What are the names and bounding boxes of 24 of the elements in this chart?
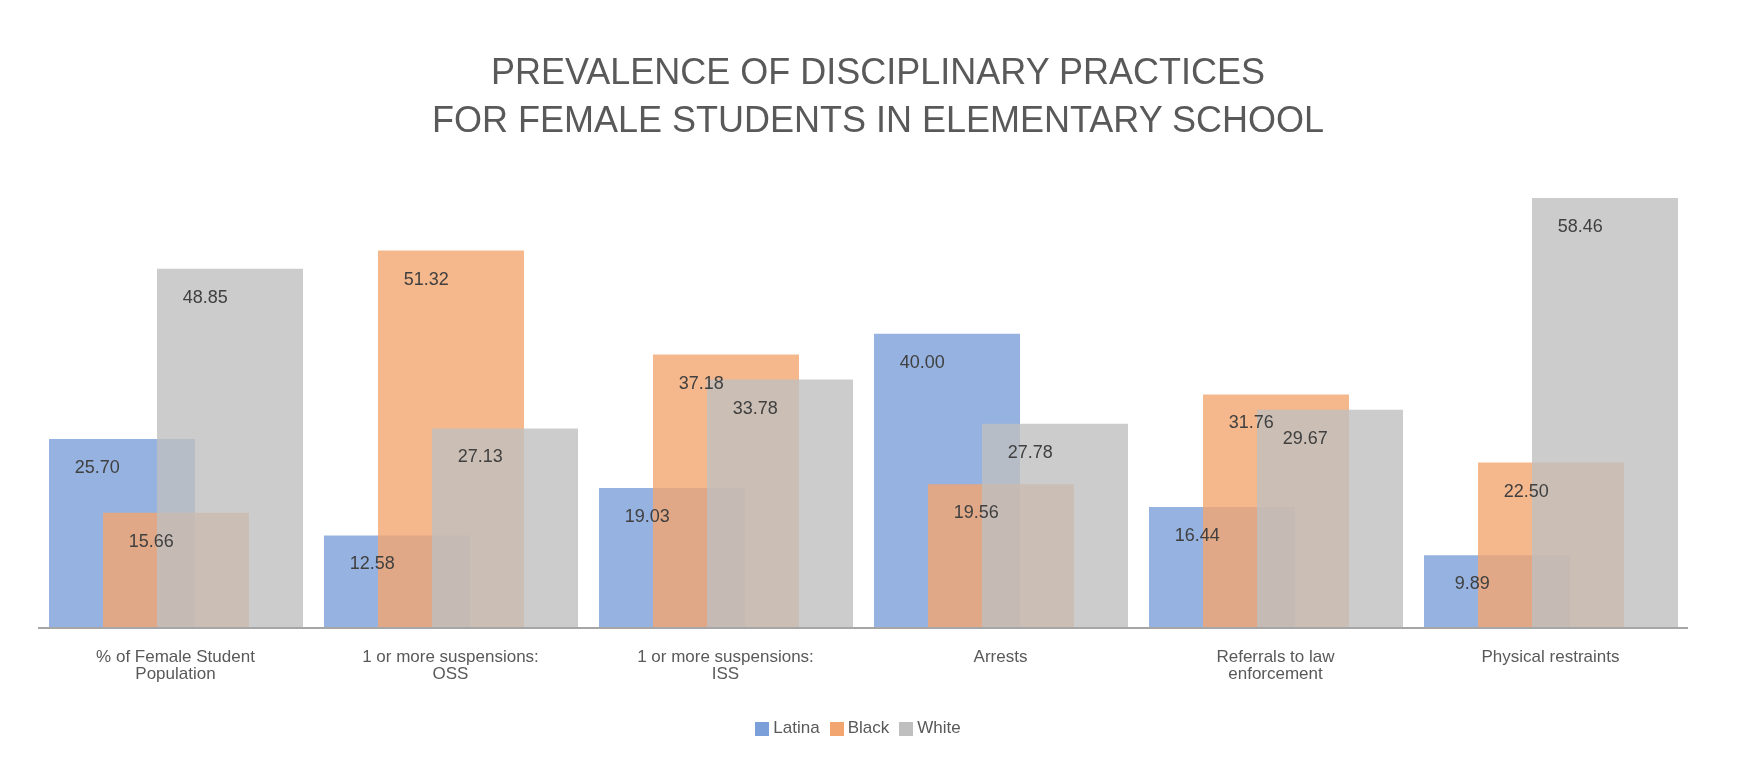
legend-label: White <box>917 718 961 737</box>
x-tick-label: Arrests <box>973 647 1028 667</box>
data-label: 19.56 <box>953 502 999 523</box>
x-tick-label: Referrals to law enforcement <box>1216 647 1336 684</box>
data-label: 15.66 <box>128 530 174 551</box>
data-label: 40.00 <box>899 351 945 372</box>
x-tick-label: 1 or more suspensions: ISS <box>637 647 814 684</box>
data-label: 27.13 <box>457 446 503 467</box>
data-label: 27.78 <box>1007 441 1053 462</box>
x-tick-label: % of Female Student Population <box>96 647 256 684</box>
x-tick-label: Physical restraints <box>1481 647 1620 667</box>
legend-label: Latina <box>773 718 820 737</box>
data-label: 48.85 <box>182 286 228 307</box>
data-label: 33.78 <box>732 397 778 418</box>
data-label: 31.76 <box>1228 412 1274 433</box>
x-tick-label: 1 or more suspensions: OSS <box>362 647 539 684</box>
data-label: 25.70 <box>74 456 120 477</box>
chart-title: PREVALENCE OF DISCIPLINARY PRACTICES FOR FEMALE STUDENTS IN ELEMENTARY SCHOOL <box>430 50 1326 142</box>
data-label: 58.46 <box>1557 216 1603 236</box>
data-label: 29.67 <box>1282 427 1328 448</box>
data-label: 51.32 <box>403 268 449 289</box>
data-label: 37.18 <box>678 372 724 393</box>
legend-label: Black <box>847 718 890 737</box>
data-label: 22.50 <box>1503 480 1549 501</box>
